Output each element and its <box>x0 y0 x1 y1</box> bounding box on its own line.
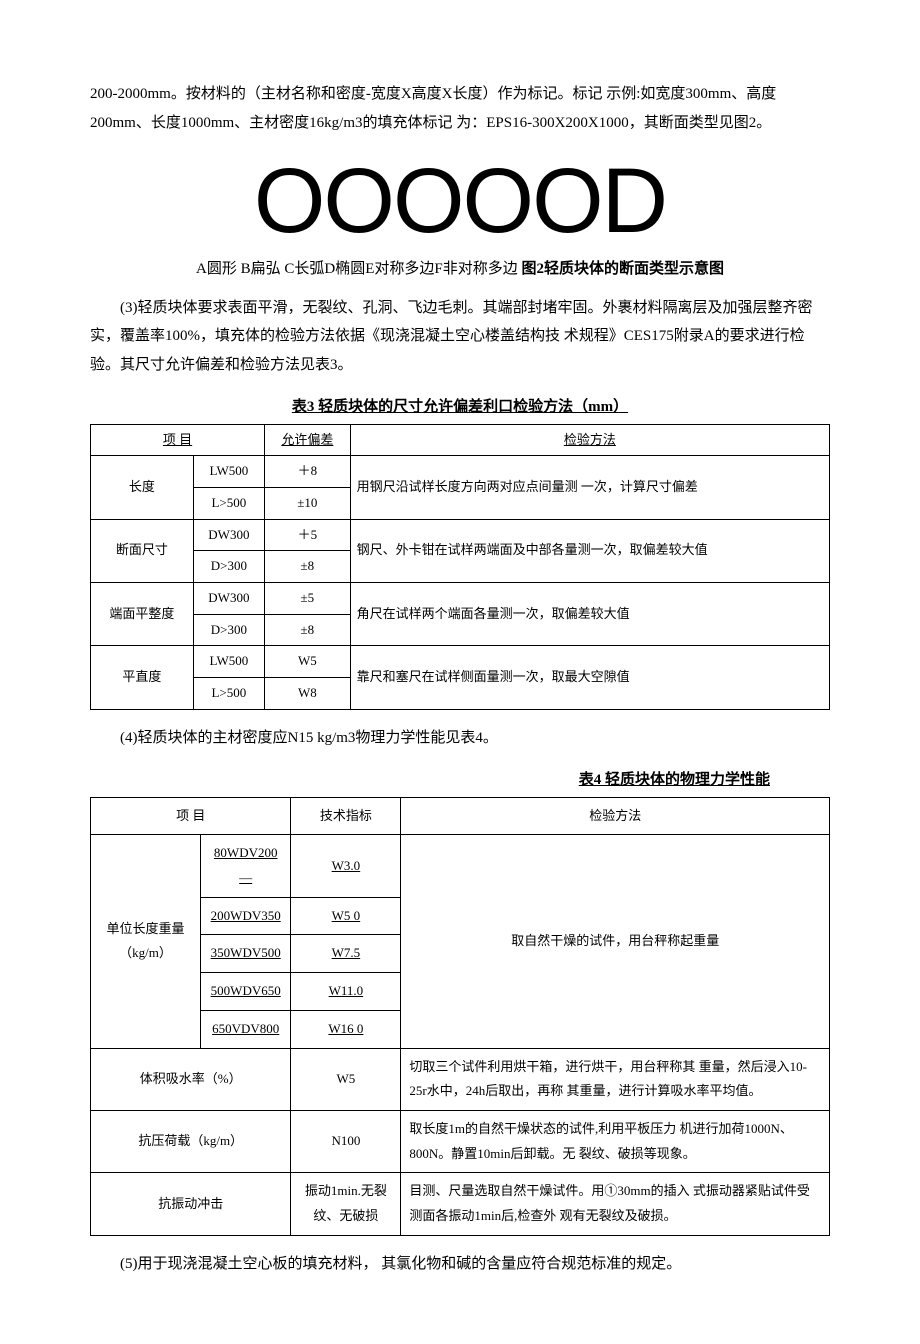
t3-cell: ＋5 <box>265 519 351 551</box>
t3-cell: D>300 <box>193 551 264 583</box>
t3-cell: ＋8 <box>265 456 351 488</box>
t3-header-tolerance: 允许偏差 <box>265 424 351 456</box>
t4-cell: W3.0 <box>291 835 401 897</box>
t4-cell: 200WDV350 <box>201 897 291 935</box>
t4-header-spec: 技术指标 <box>291 797 401 835</box>
t3-cell: W5 <box>265 646 351 678</box>
t4-cell: W11.0 <box>291 973 401 1011</box>
t4-method: 目测、尺量选取自然干燥试件。用①30mm的插入 式振动器紧贴试件受测面各振动1m… <box>401 1173 830 1235</box>
table4-title: 表4 轻质块体的物理力学性能 <box>90 766 830 795</box>
t3-cell: LW500 <box>193 646 264 678</box>
t4-row-label: 体积吸水率（%） <box>91 1048 291 1110</box>
caption-types: A圆形 B扁弘 C长弧D椭圆E对称多边F非对称多边 <box>196 261 518 277</box>
paragraph-2: (3)轻质块体要求表面平滑，无裂纹、孔洞、飞边毛刺。其端部封堵牢固。外裹材料隔离… <box>90 294 830 380</box>
t4-row-label: 抗振动冲击 <box>91 1173 291 1235</box>
t3-cell: D>300 <box>193 614 264 646</box>
paragraph-3: (4)轻质块体的主材密度应N15 kg/m3物理力学性能见表4。 <box>90 724 830 753</box>
table-4: 项 目 技术指标 检验方法 单位长度重量（kg/m） 80WDV200— W3.… <box>90 797 830 1236</box>
table-3: 项 目 允许偏差 检验方法 长度 LW500 ＋8 用钢尺沿试样长度方向两对应点… <box>90 424 830 710</box>
t3-cell: ±8 <box>265 551 351 583</box>
t4-header-item: 项 目 <box>91 797 291 835</box>
t4-cell: W7.5 <box>291 935 401 973</box>
shapes-figure: OOOOOD <box>90 155 830 247</box>
t3-method: 用钢尺沿试样长度方向两对应点间量测 一次，计算尺寸偏差 <box>350 456 829 519</box>
paragraph-1: 200-2000mm。按材料的（主材名称和密度-宽度X高度X长度）作为标记。标记… <box>90 80 830 137</box>
figure-caption: A圆形 B扁弘 C长弧D椭圆E对称多边F非对称多边 图2轻质块体的断面类型示意图 <box>90 255 830 284</box>
t3-cell: ±10 <box>265 487 351 519</box>
t4-cell: N100 <box>291 1110 401 1172</box>
t4-cell: 500WDV650 <box>201 973 291 1011</box>
t4-cell: W5 <box>291 1048 401 1110</box>
t3-group: 端面平整度 <box>91 582 194 645</box>
t3-cell: ±5 <box>265 582 351 614</box>
t3-cell: DW300 <box>193 582 264 614</box>
t4-method: 切取三个试件利用烘干箱，进行烘干，用台秤称其 重量，然后浸入10-25r水中，2… <box>401 1048 830 1110</box>
t4-cell: 振动1min.无裂纹、无破损 <box>291 1173 401 1235</box>
t3-cell: LW500 <box>193 456 264 488</box>
table3-title: 表3 轻质块体的尺寸允许偏差利口检验方法（mm） <box>90 393 830 422</box>
t4-method: 取长度1m的自然干燥状态的试件,利用平板压力 机进行加荷1000N、800N。静… <box>401 1110 830 1172</box>
t3-cell: ±8 <box>265 614 351 646</box>
t3-group: 平直度 <box>91 646 194 709</box>
t4-row-label: 抗压荷载（kg/m） <box>91 1110 291 1172</box>
t3-cell: L>500 <box>193 678 264 710</box>
t3-method: 角尺在试样两个端面各量测一次，取偏差较大值 <box>350 582 829 645</box>
t3-header-item: 项 目 <box>91 424 265 456</box>
t4-cell: 650VDV800 <box>201 1010 291 1048</box>
t3-group: 长度 <box>91 456 194 519</box>
t4-method: 取自然干燥的试件，用台秤称起重量 <box>401 835 830 1048</box>
t3-method: 钢尺、外卡钳在试样两端面及中部各量测一次，取偏差较大值 <box>350 519 829 582</box>
caption-title: 图2轻质块体的断面类型示意图 <box>521 261 724 277</box>
t3-cell: L>500 <box>193 487 264 519</box>
t3-cell: DW300 <box>193 519 264 551</box>
paragraph-4: (5)用于现浇混凝土空心板的填充材料， 其氯化物和碱的含量应符合规范标准的规定。 <box>90 1250 830 1279</box>
shapes-text: OOOOOD <box>254 155 666 247</box>
t4-cell: W5 0 <box>291 897 401 935</box>
t4-cell: W16 0 <box>291 1010 401 1048</box>
t4-header-method: 检验方法 <box>401 797 830 835</box>
t4-cell: 350WDV500 <box>201 935 291 973</box>
t4-group-label: 单位长度重量（kg/m） <box>91 835 201 1048</box>
t3-group: 断面尺寸 <box>91 519 194 582</box>
t4-cell: 80WDV200— <box>201 835 291 897</box>
t3-header-method: 检验方法 <box>350 424 829 456</box>
t3-cell: W8 <box>265 678 351 710</box>
t3-method: 靠尺和塞尺在试样侧面量测一次，取最大空隙值 <box>350 646 829 709</box>
